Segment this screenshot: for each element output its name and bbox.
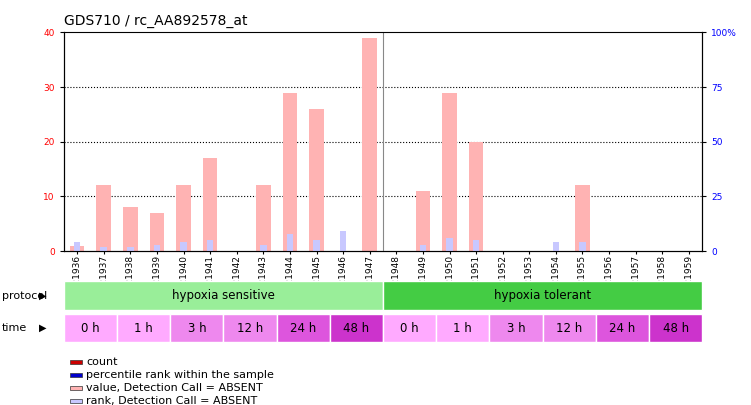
Bar	[154, 245, 160, 251]
Bar	[579, 242, 586, 251]
Bar	[256, 185, 270, 251]
Bar	[127, 247, 134, 251]
Text: rank, Detection Call = ABSENT: rank, Detection Call = ABSENT	[86, 396, 258, 405]
Bar	[282, 92, 297, 251]
Text: 1 h: 1 h	[134, 322, 153, 335]
Bar	[420, 245, 427, 251]
Bar	[276, 314, 330, 342]
Bar	[363, 38, 377, 251]
Bar	[553, 242, 559, 251]
Text: ▶: ▶	[39, 291, 47, 301]
Bar	[64, 314, 117, 342]
Bar	[180, 242, 187, 251]
Bar	[542, 314, 596, 342]
Text: hypoxia tolerant: hypoxia tolerant	[494, 289, 591, 302]
Bar	[260, 245, 267, 251]
Bar	[70, 245, 84, 251]
Text: ▶: ▶	[39, 323, 47, 333]
Bar	[64, 281, 383, 310]
Text: protocol: protocol	[2, 291, 47, 301]
Bar	[287, 234, 293, 251]
Bar	[71, 373, 82, 377]
Bar	[207, 240, 213, 251]
Bar	[596, 314, 649, 342]
Bar	[442, 92, 457, 251]
Bar	[123, 207, 137, 251]
Bar	[339, 231, 346, 251]
Bar	[96, 185, 111, 251]
Bar	[170, 314, 224, 342]
Bar	[436, 314, 490, 342]
Bar	[149, 213, 164, 251]
Text: 0 h: 0 h	[81, 322, 100, 335]
Text: time: time	[2, 323, 27, 333]
Bar	[446, 238, 453, 251]
Text: count: count	[86, 357, 118, 367]
Bar	[224, 314, 276, 342]
Text: 24 h: 24 h	[609, 322, 635, 335]
Bar	[473, 240, 479, 251]
Text: 3 h: 3 h	[188, 322, 206, 335]
Bar	[71, 386, 82, 390]
Text: 24 h: 24 h	[290, 322, 316, 335]
Text: 48 h: 48 h	[662, 322, 689, 335]
Bar	[176, 185, 191, 251]
Bar	[575, 185, 590, 251]
Text: percentile rank within the sample: percentile rank within the sample	[86, 370, 274, 380]
Bar	[203, 158, 218, 251]
Bar	[383, 314, 436, 342]
Text: 0 h: 0 h	[400, 322, 419, 335]
Bar	[330, 314, 383, 342]
Bar	[74, 242, 80, 251]
Text: 12 h: 12 h	[556, 322, 582, 335]
Bar	[309, 109, 324, 251]
Bar	[490, 314, 542, 342]
Bar	[313, 240, 320, 251]
Text: value, Detection Call = ABSENT: value, Detection Call = ABSENT	[86, 383, 263, 393]
Bar	[117, 314, 170, 342]
Text: GDS710 / rc_AA892578_at: GDS710 / rc_AA892578_at	[64, 14, 247, 28]
Text: hypoxia sensitive: hypoxia sensitive	[172, 289, 275, 302]
Text: 48 h: 48 h	[343, 322, 369, 335]
Bar	[469, 142, 484, 251]
Text: 1 h: 1 h	[454, 322, 472, 335]
Bar	[649, 314, 702, 342]
Bar	[101, 247, 107, 251]
Bar	[383, 281, 702, 310]
Bar	[71, 360, 82, 364]
Text: 12 h: 12 h	[237, 322, 263, 335]
Bar	[415, 191, 430, 251]
Bar	[71, 399, 82, 403]
Text: 3 h: 3 h	[507, 322, 525, 335]
